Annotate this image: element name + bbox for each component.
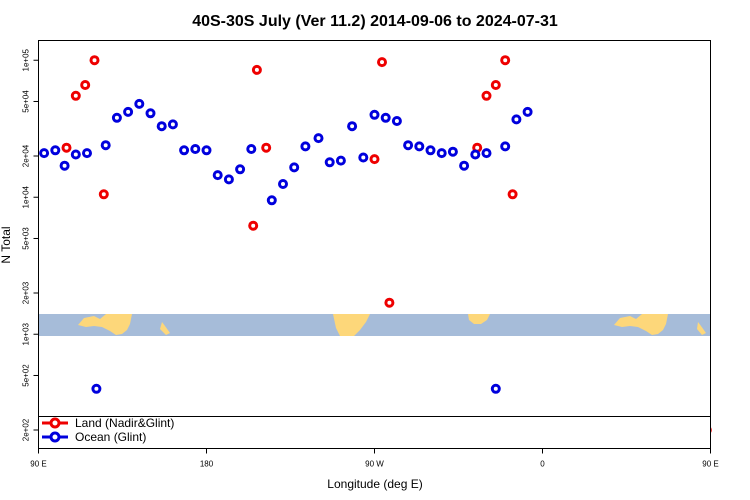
land-point-15 [500,55,511,66]
legend-entry-land: Land (Nadir&Glint) [42,416,174,430]
y-tick-label-7: 5e+04 [22,90,31,113]
land-point-3 [89,55,100,66]
ocean-point-25 [313,133,324,144]
ocean-point-22 [278,179,288,189]
legend-box [38,416,711,449]
ocean-point-35 [425,145,436,156]
y-tick-label-1: 5e+02 [22,364,31,387]
land-point-7 [251,64,262,75]
map-land-australia-repeat [614,314,668,335]
map-land-new-zealand-repeat [697,322,706,335]
ocean-point-10 [145,108,156,119]
ocean-point-40 [481,148,492,159]
ocean-point-31 [380,112,391,123]
ocean-point-2 [59,160,70,171]
ocean-point-30 [369,109,380,120]
legend-ocean-label: Ocean (Glint) [75,430,146,444]
land-point-11 [384,297,395,308]
ocean-point-16 [212,170,223,181]
ocean-point-29 [358,152,369,163]
land-point-6 [248,220,259,231]
ocean-point-17 [223,174,234,185]
ocean-point-28 [347,121,358,132]
y-tick-label-3: 2e+03 [22,281,31,304]
land-point-2 [80,80,91,90]
land-point-1 [70,90,81,101]
ocean-point-39 [470,149,481,160]
ocean-point-41 [490,383,501,394]
ocean-point-38 [459,160,470,171]
ocean-point-13 [179,145,190,156]
x-axis-label: Longitude (deg E) [327,477,422,491]
ocean-point-8 [123,106,134,117]
y-axis-label: N Total [0,226,13,263]
x-tick-label-0: 90 E [30,460,46,469]
ocean-point-4 [82,148,92,159]
y-tick-label-0: 2e+02 [22,418,31,441]
ocean-point-23 [289,162,300,173]
x-tick-label-4: 90 E [702,460,718,469]
x-axis: 90 E 180 90 W 0 90 E [30,448,719,469]
ocean-point-19 [246,144,257,154]
ocean-point-36 [436,148,447,159]
map-land-south-america [333,314,370,336]
ocean-point-12 [167,119,178,130]
ocean-point-24 [300,141,311,152]
land-point-10 [377,57,387,68]
land-point-4 [98,189,109,200]
land-point-8 [261,142,272,153]
x-tick-label-3: 0 [540,460,545,469]
ocean-point-33 [403,140,414,151]
legend-ocean-marker [49,431,61,443]
land-point-14 [490,80,501,90]
y-tick-label-8: 1e+05 [22,48,31,71]
ocean-point-15 [201,145,212,156]
map-land-new-zealand [160,322,170,335]
ocean-point-42 [500,141,511,152]
legend: Land (Nadir&Glint) Ocean (Glint) [38,416,711,449]
ocean-point-6 [100,140,111,151]
ocean-point-32 [391,116,402,126]
ocean-point-34 [414,141,425,152]
land-point-9 [369,154,380,165]
y-tick-label-2: 1e+03 [22,322,31,345]
ocean-point-37 [447,146,458,157]
x-tick-label-2: 90 W [365,460,384,469]
map-ocean [38,314,711,336]
map-band [38,314,711,336]
data-points [39,55,712,439]
land-point-16 [507,189,518,200]
ocean-point-26 [324,157,335,168]
legend-land-marker [49,417,61,429]
ocean-point-7 [111,112,122,123]
ocean-point-0 [39,148,50,159]
ocean-point-3 [70,149,81,160]
ocean-point-1 [50,145,61,156]
ocean-point-21 [266,195,277,206]
legend-entry-ocean: Ocean (Glint) [42,430,146,444]
y-tick-label-5: 1e+04 [22,185,31,208]
ocean-point-9 [134,98,145,109]
land-point-13 [481,90,492,101]
ocean-point-27 [335,155,346,166]
ocean-point-5 [91,383,102,394]
ocean-point-11 [156,121,167,132]
x-tick-label-1: 180 [200,460,214,469]
y-tick-label-4: 5e+03 [22,227,31,250]
land-point-0 [61,142,72,153]
ocean-point-14 [190,144,201,154]
y-axis: 2e+02 5e+02 1e+03 2e+03 5e+03 1e+04 2e+04 5e+04… [22,48,39,441]
map-land-australia [78,314,132,335]
map-land-south-africa [468,314,490,324]
ocean-point-43 [511,114,522,125]
legend-land-label: Land (Nadir&Glint) [75,416,174,430]
chart-title: 40S-30S July (Ver 11.2) 2014-09-06 to 20… [192,13,558,30]
ocean-point-44 [522,106,533,117]
y-tick-label-6: 2e+04 [22,144,31,167]
ocean-point-18 [235,164,246,175]
